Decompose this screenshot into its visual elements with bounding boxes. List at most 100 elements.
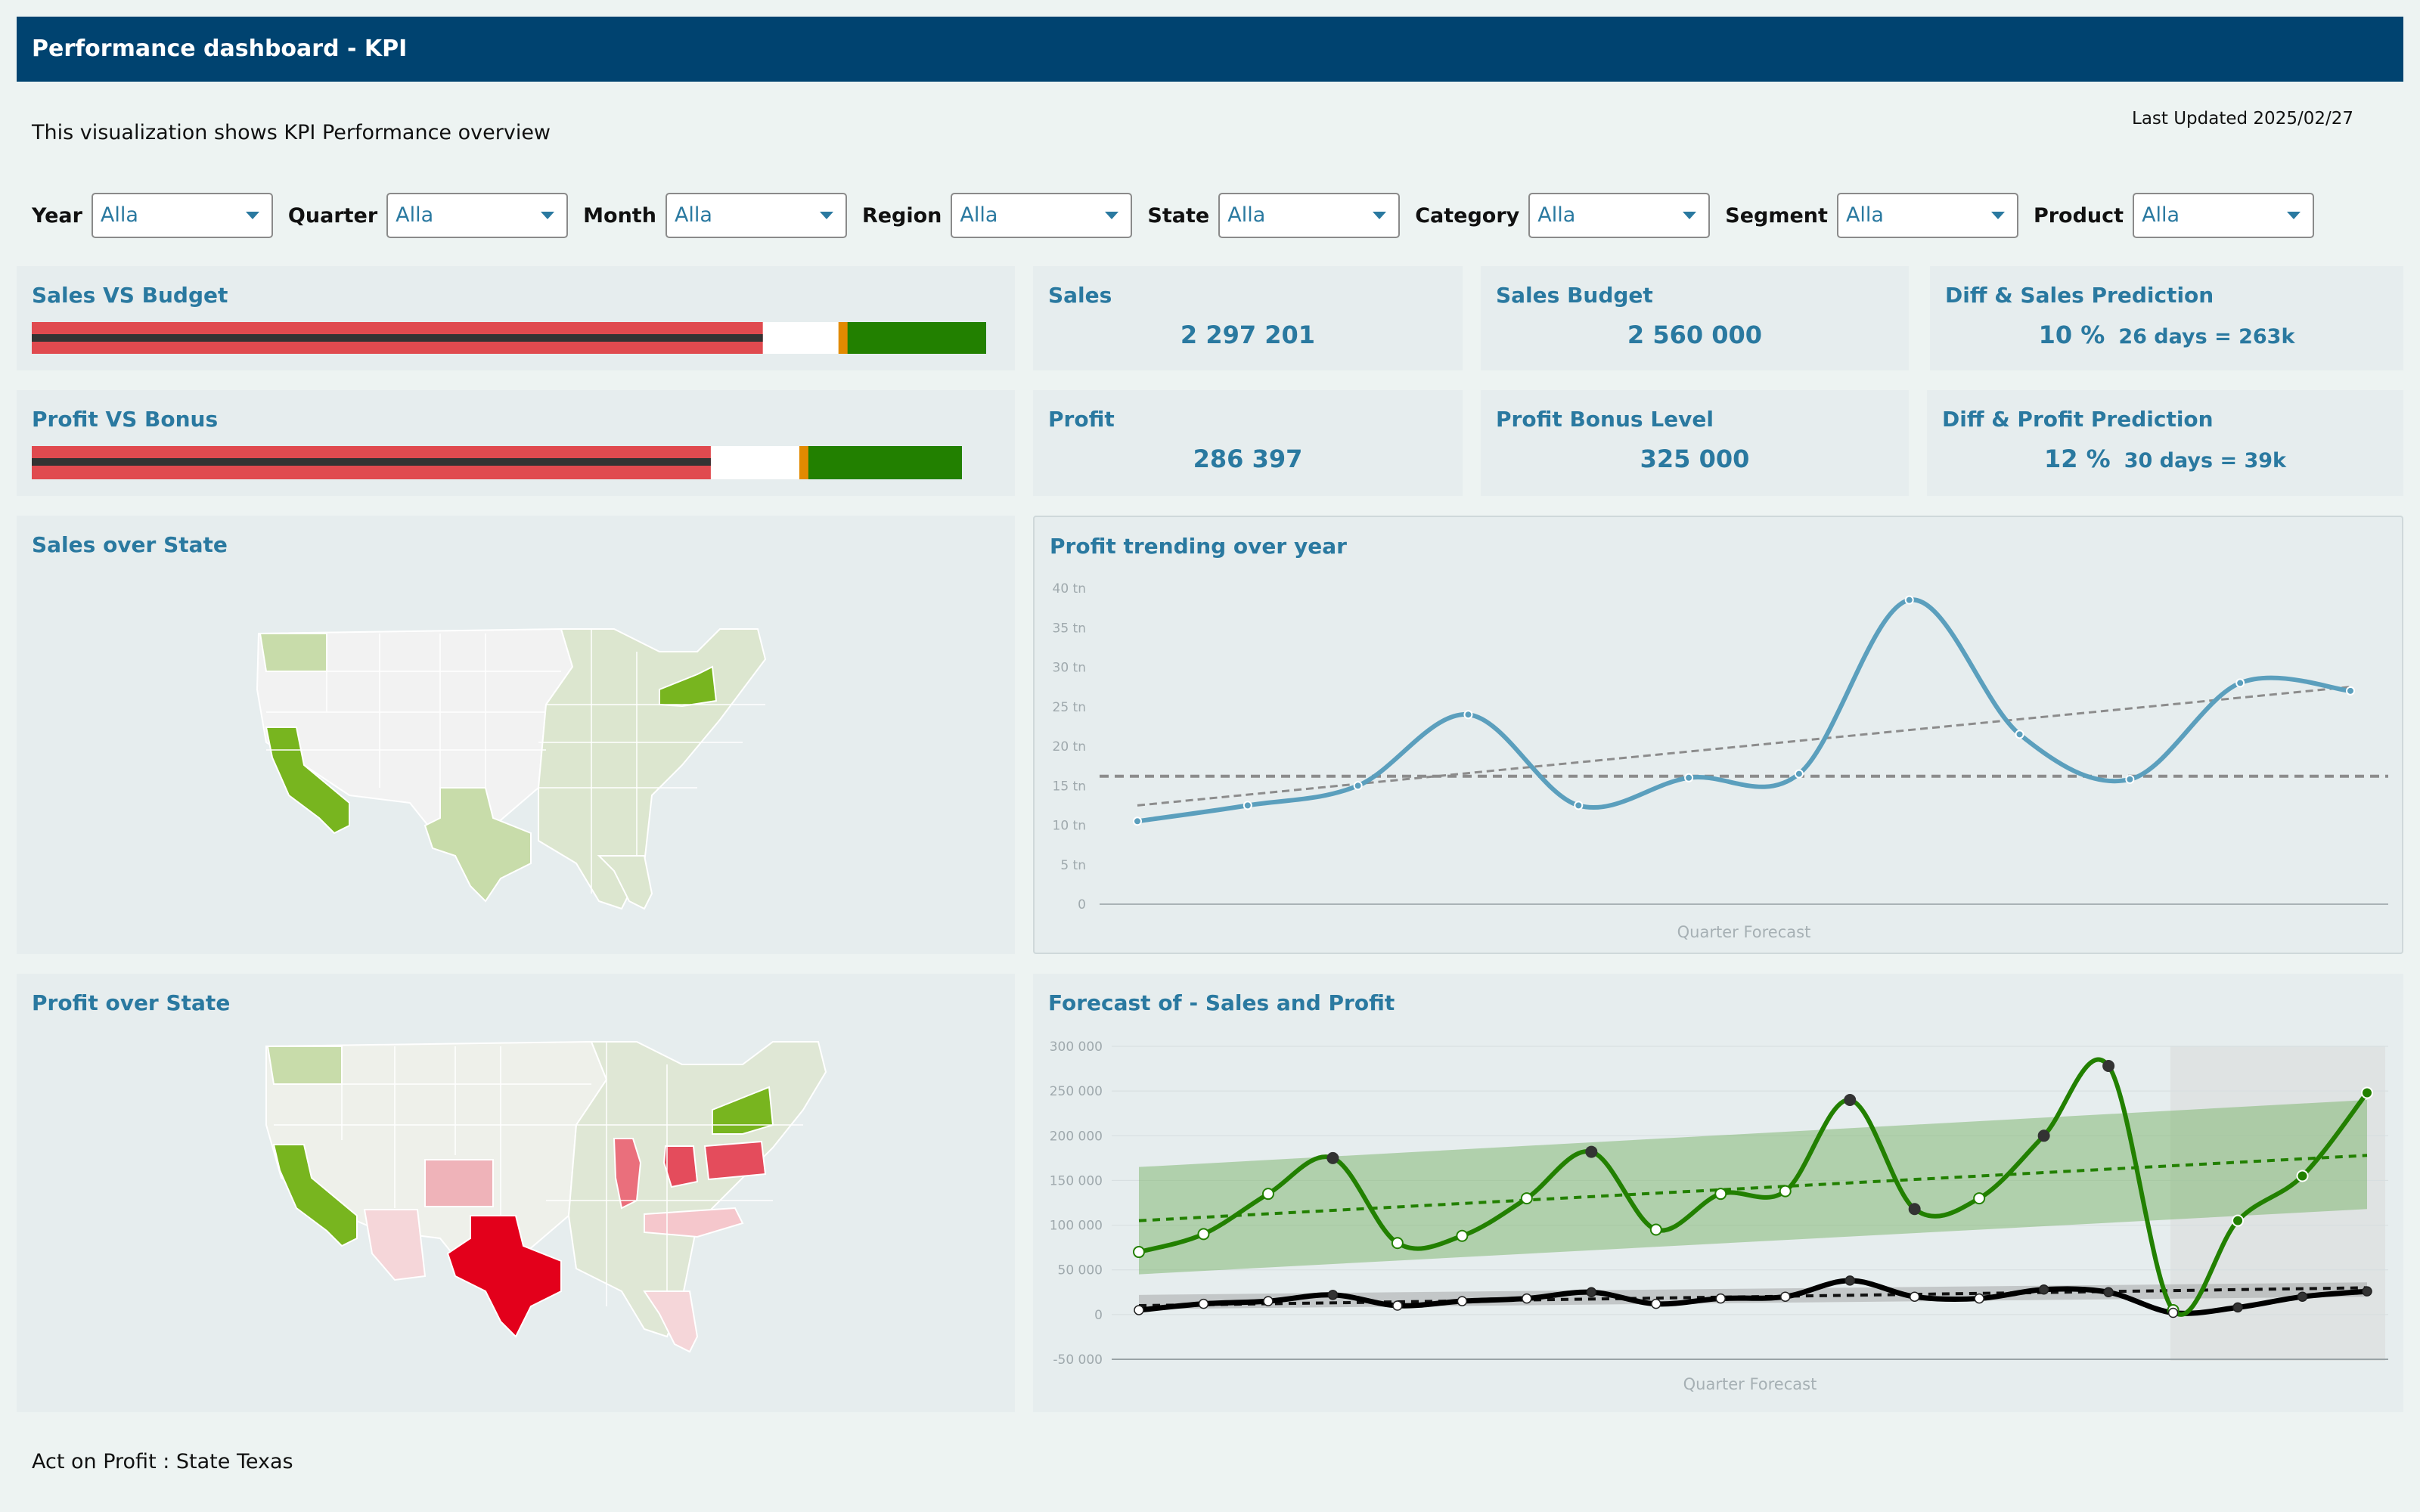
sales-budget-kpi-card: Sales Budget 2 560 000 bbox=[1481, 266, 1909, 370]
panel-title: Profit bbox=[1048, 407, 1115, 432]
profit-point bbox=[1133, 816, 1142, 826]
bullet-target-marker bbox=[838, 322, 848, 354]
kpi-value: 325 000 bbox=[1640, 445, 1750, 473]
profit-point bbox=[1844, 1275, 1855, 1286]
filter-label: Category bbox=[1415, 203, 1520, 228]
profit-point bbox=[2235, 678, 2245, 688]
state-dropdown[interactable]: Alla bbox=[1218, 193, 1401, 238]
profit-trend-panel: Profit trending over year 0 5 tn 10 tn 15 t… bbox=[1033, 516, 2403, 954]
product-dropdown[interactable]: Alla bbox=[2133, 193, 2315, 238]
sales-point bbox=[1197, 1228, 1210, 1241]
state-florida bbox=[643, 1290, 699, 1353]
quarter-dropdown[interactable]: Alla bbox=[386, 193, 569, 238]
state-washington bbox=[259, 633, 327, 672]
state-florida bbox=[597, 855, 653, 910]
y-tick-label: 200 000 bbox=[1050, 1129, 1103, 1144]
profit-point bbox=[1463, 710, 1473, 720]
sales-point bbox=[1908, 1203, 1921, 1216]
profit-map-panel: Profit over State bbox=[17, 974, 1015, 1412]
profit-point bbox=[1134, 1305, 1144, 1315]
filter-label: Product bbox=[2033, 203, 2124, 228]
state-california bbox=[272, 1144, 358, 1247]
filter-state: State Alla bbox=[1147, 193, 1401, 238]
profit-bullet-chart[interactable] bbox=[17, 390, 1015, 496]
sales-point bbox=[2361, 1086, 2373, 1099]
map-region-east bbox=[567, 1041, 827, 1338]
filter-label: Month bbox=[583, 203, 656, 228]
sales-point bbox=[1714, 1188, 1727, 1201]
bullet-target-marker bbox=[799, 446, 808, 479]
profit-point bbox=[1586, 1287, 1597, 1298]
filter-label: Segment bbox=[1725, 203, 1828, 228]
sales-point bbox=[1585, 1145, 1598, 1158]
kpi-value: 286 397 bbox=[1193, 445, 1303, 473]
profit-point bbox=[1974, 1293, 1984, 1304]
profit-point bbox=[1353, 781, 1363, 791]
caret-down-icon bbox=[1683, 212, 1697, 219]
filter-value: Alla bbox=[2142, 203, 2180, 227]
filter-value: Alla bbox=[674, 203, 712, 227]
filter-month: Month Alla bbox=[583, 193, 847, 238]
sales-map-panel: Sales over State bbox=[17, 516, 1015, 954]
y-tick-label: 25 tn bbox=[1053, 700, 1086, 715]
profit-point bbox=[1904, 595, 1914, 605]
sales-point bbox=[1326, 1151, 1339, 1164]
profit-point bbox=[2362, 1286, 2372, 1297]
profit-kpi-card: Profit 286 397 bbox=[1033, 390, 1463, 496]
filter-label: Year bbox=[32, 203, 82, 228]
region-dropdown[interactable]: Alla bbox=[951, 193, 1133, 238]
profit-point bbox=[1522, 1293, 1532, 1304]
state-texas bbox=[424, 787, 532, 903]
map-region-east bbox=[538, 628, 767, 910]
profit-point bbox=[1327, 1290, 1339, 1300]
y-tick-label: 35 tn bbox=[1053, 621, 1086, 636]
filter-label: Quarter bbox=[287, 203, 378, 228]
forecast-chart[interactable]: -50 000 0 50 000 100 000 150 000 200 000 250 0… bbox=[1033, 974, 2403, 1412]
y-tick-label: 10 tn bbox=[1053, 819, 1086, 834]
panel-title: Profit Bonus Level bbox=[1496, 407, 1714, 432]
filter-segment: Segment Alla bbox=[1725, 193, 2018, 238]
state-arizona bbox=[363, 1209, 427, 1281]
filter-product: Product Alla bbox=[2033, 193, 2315, 238]
profit-us-map[interactable] bbox=[17, 974, 1015, 1412]
profit-point bbox=[1457, 1296, 1468, 1306]
caret-down-icon bbox=[1373, 212, 1387, 219]
profit-vs-bonus-panel: Profit VS Bonus bbox=[17, 390, 1015, 496]
filter-category: Category Alla bbox=[1415, 193, 1711, 238]
profit-point bbox=[2167, 1307, 2179, 1318]
filter-region: Region Alla bbox=[862, 193, 1133, 238]
prediction-percent: 10 % bbox=[2038, 321, 2105, 349]
state-north-carolina bbox=[644, 1207, 744, 1238]
state-washington bbox=[266, 1046, 343, 1085]
profit-point bbox=[1651, 1298, 1661, 1309]
profit-trend-chart[interactable]: 0 5 tn 10 tn 15 tn 20 tn 25 tn 30 tn 35 tn 40 tn… bbox=[1035, 517, 2402, 953]
sales-bullet-chart[interactable] bbox=[17, 266, 1015, 370]
prediction-days: 26 days = 263k bbox=[2118, 325, 2295, 349]
sales-point bbox=[1649, 1223, 1662, 1236]
profit-point bbox=[1198, 1298, 1209, 1309]
year-dropdown[interactable]: Alla bbox=[91, 193, 273, 238]
kpi-prediction: 10 % 26 days = 263k bbox=[1930, 321, 2403, 349]
sales-point bbox=[2102, 1060, 2115, 1073]
state-borders bbox=[266, 629, 765, 894]
dashboard-header: Performance dashboard - KPI bbox=[17, 17, 2403, 82]
sales-point bbox=[1261, 1188, 1274, 1201]
month-dropdown[interactable]: Alla bbox=[665, 193, 847, 238]
profit-point bbox=[2103, 1287, 2114, 1298]
caret-down-icon bbox=[2287, 212, 2301, 219]
panel-title: Diff & Profit Prediction bbox=[1942, 407, 2214, 432]
y-tick-label: 40 tn bbox=[1053, 581, 1086, 596]
profit-prediction-kpi-card: Diff & Profit Prediction 12 % 30 days = 3… bbox=[1927, 390, 2403, 496]
sales-us-map[interactable] bbox=[17, 516, 1015, 954]
profit-point bbox=[2297, 1291, 2308, 1302]
caret-down-icon bbox=[245, 212, 259, 219]
segment-dropdown[interactable]: Alla bbox=[1836, 193, 2018, 238]
sales-point bbox=[2232, 1214, 2245, 1227]
y-tick-label: 100 000 bbox=[1050, 1219, 1103, 1234]
prediction-days: 30 days = 39k bbox=[2124, 449, 2287, 472]
state-colorado bbox=[424, 1159, 494, 1207]
sales-prediction-kpi-card: Diff & Sales Prediction 10 % 26 days = 26… bbox=[1930, 266, 2403, 370]
category-dropdown[interactable]: Alla bbox=[1528, 193, 1711, 238]
state-texas bbox=[446, 1215, 562, 1338]
filter-value: Alla bbox=[1227, 203, 1266, 227]
